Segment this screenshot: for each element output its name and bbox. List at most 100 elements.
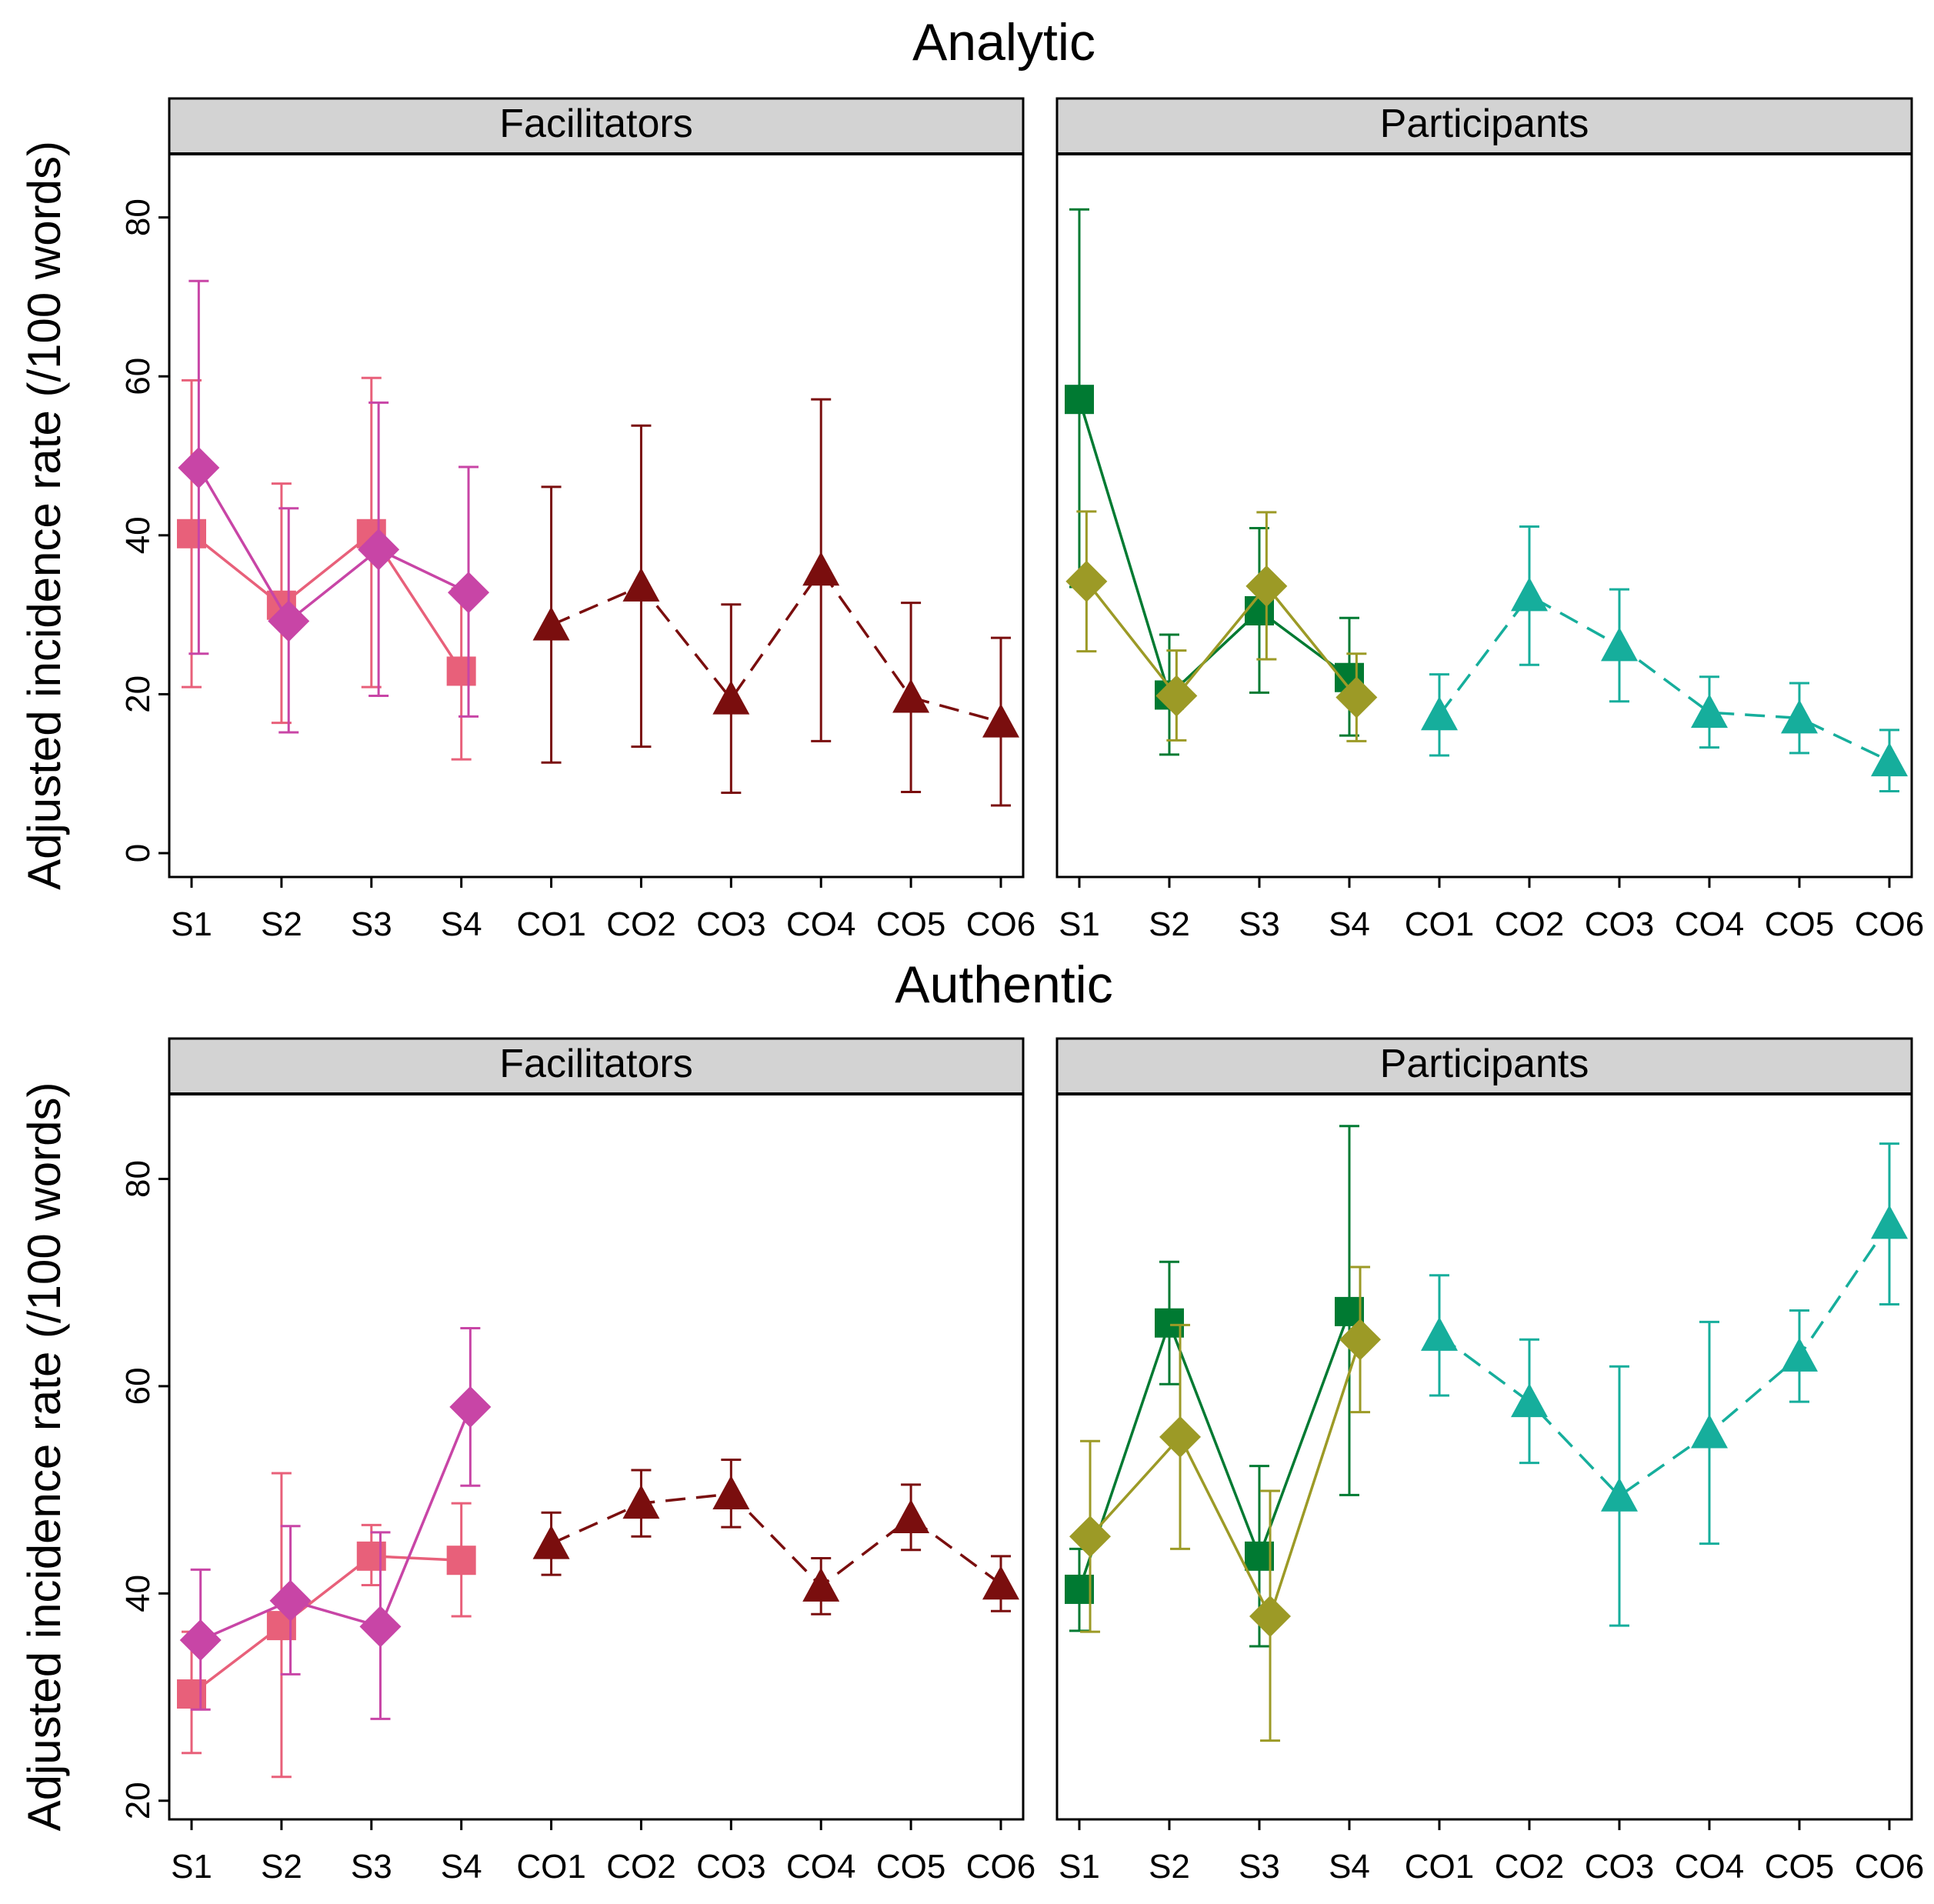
x-tick-label-analytic-participants-s4: S4 bbox=[1329, 905, 1370, 943]
point-analytic-participants-triangles-co6 bbox=[1871, 742, 1908, 777]
point-authentic-participants-triangles-co6 bbox=[1871, 1205, 1908, 1239]
x-tick-label-authentic-participants-co1: CO1 bbox=[1405, 1848, 1474, 1886]
strip-authentic-facilitators bbox=[168, 1037, 1025, 1095]
x-tick-label-analytic-participants-co6: CO6 bbox=[1855, 905, 1924, 943]
y-tick-label-authentic-facilitators-80: 80 bbox=[119, 1160, 157, 1198]
point-authentic-participants-triangles-co2 bbox=[1511, 1383, 1548, 1418]
series-line-authentic-facilitators-squares bbox=[190, 1555, 462, 1696]
point-authentic-facilitators-squares-s1 bbox=[177, 1679, 206, 1709]
y-tick-label-analytic-facilitators-20: 20 bbox=[119, 675, 157, 713]
strip-label-analytic-participants: Participants bbox=[1380, 102, 1589, 146]
x-tick-label-authentic-facilitators-s2: S2 bbox=[261, 1848, 302, 1886]
point-analytic-facilitators-triangles-co2 bbox=[622, 567, 660, 602]
x-tick-label-authentic-facilitators-s4: S4 bbox=[441, 1848, 482, 1886]
point-authentic-facilitators-triangles-co3 bbox=[712, 1475, 750, 1509]
point-analytic-participants-triangles-co5 bbox=[1781, 699, 1818, 734]
panel-authentic-participants bbox=[1055, 1037, 1913, 1830]
strip-authentic-participants bbox=[1055, 1037, 1913, 1095]
point-analytic-facilitators-squares-s4 bbox=[446, 656, 476, 686]
x-tick-label-authentic-facilitators-s1: S1 bbox=[171, 1848, 212, 1886]
point-authentic-facilitators-triangles-co5 bbox=[892, 1499, 930, 1533]
point-authentic-facilitators-triangles-co4 bbox=[802, 1567, 840, 1602]
x-tick-label-analytic-facilitators-co5: CO5 bbox=[876, 905, 945, 943]
row-title-analytic: Analytic bbox=[912, 13, 1095, 72]
x-tick-label-authentic-facilitators-co6: CO6 bbox=[966, 1848, 1035, 1886]
x-tick-label-analytic-facilitators-co6: CO6 bbox=[966, 905, 1035, 943]
point-analytic-facilitators-triangles-co5 bbox=[892, 679, 930, 713]
x-tick-label-authentic-participants-s2: S2 bbox=[1149, 1848, 1190, 1886]
point-authentic-facilitators-diamonds-s3 bbox=[359, 1606, 402, 1648]
point-analytic-facilitators-squares-s1 bbox=[177, 519, 206, 549]
y-tick-label-analytic-facilitators-80: 80 bbox=[119, 198, 157, 236]
point-authentic-participants-diamonds-s4 bbox=[1339, 1319, 1382, 1361]
x-tick-label-analytic-participants-co1: CO1 bbox=[1405, 905, 1474, 943]
series-line-analytic-facilitators-triangles bbox=[550, 568, 1002, 724]
point-authentic-participants-triangles-co3 bbox=[1601, 1477, 1638, 1512]
x-tick-label-authentic-facilitators-co3: CO3 bbox=[696, 1848, 765, 1886]
x-tick-label-authentic-participants-s1: S1 bbox=[1059, 1848, 1100, 1886]
x-tick-label-authentic-facilitators-co2: CO2 bbox=[606, 1848, 675, 1886]
series-analytic-participants-triangles bbox=[1421, 525, 1908, 792]
x-tick-label-analytic-participants-s3: S3 bbox=[1239, 905, 1280, 943]
point-authentic-facilitators-squares-s4 bbox=[446, 1546, 476, 1576]
y-tick-label-analytic-facilitators-0: 0 bbox=[119, 844, 157, 862]
y-tick-label-authentic-facilitators-20: 20 bbox=[119, 1782, 157, 1819]
x-tick-label-authentic-participants-s3: S3 bbox=[1239, 1848, 1280, 1886]
series-authentic-facilitators-triangles bbox=[532, 1459, 1019, 1616]
x-tick-label-analytic-participants-s1: S1 bbox=[1059, 905, 1100, 943]
x-tick-label-authentic-facilitators-co5: CO5 bbox=[876, 1848, 945, 1886]
series-analytic-facilitators-diamonds bbox=[178, 279, 490, 734]
series-analytic-facilitators-triangles bbox=[532, 398, 1019, 807]
x-tick-label-authentic-facilitators-s3: S3 bbox=[351, 1848, 392, 1886]
point-analytic-participants-diamonds-s1 bbox=[1065, 560, 1108, 602]
x-tick-label-authentic-participants-co3: CO3 bbox=[1585, 1848, 1654, 1886]
x-tick-label-analytic-participants-co2: CO2 bbox=[1495, 905, 1564, 943]
x-tick-label-analytic-participants-co3: CO3 bbox=[1585, 905, 1654, 943]
series-line-authentic-participants-squares bbox=[1078, 1311, 1351, 1590]
panel-authentic-facilitators bbox=[158, 1037, 1025, 1830]
x-tick-label-authentic-participants-s4: S4 bbox=[1329, 1848, 1370, 1886]
point-authentic-facilitators-diamonds-s4 bbox=[449, 1385, 492, 1428]
strip-analytic-participants bbox=[1055, 97, 1913, 155]
x-tick-label-analytic-facilitators-co4: CO4 bbox=[786, 905, 855, 943]
point-authentic-participants-diamonds-s1 bbox=[1069, 1516, 1112, 1558]
point-authentic-facilitators-triangles-co6 bbox=[982, 1566, 1019, 1600]
series-line-analytic-participants-triangles bbox=[1438, 594, 1890, 762]
point-analytic-participants-triangles-co1 bbox=[1421, 696, 1458, 731]
point-authentic-facilitators-diamonds-s2 bbox=[269, 1579, 312, 1622]
series-line-authentic-facilitators-diamonds bbox=[199, 1406, 472, 1642]
strip-label-authentic-participants: Participants bbox=[1380, 1042, 1589, 1086]
point-analytic-participants-triangles-co2 bbox=[1511, 577, 1548, 612]
series-authentic-participants-triangles bbox=[1421, 1142, 1908, 1627]
y-tick-label-analytic-facilitators-60: 60 bbox=[119, 358, 157, 395]
x-tick-label-analytic-facilitators-co2: CO2 bbox=[606, 905, 675, 943]
row-title-authentic: Authentic bbox=[895, 955, 1113, 1014]
plot-area-analytic-facilitators bbox=[168, 152, 1025, 879]
point-authentic-participants-diamonds-s2 bbox=[1159, 1415, 1202, 1458]
x-tick-label-analytic-participants-co4: CO4 bbox=[1675, 905, 1744, 943]
series-line-authentic-participants-triangles bbox=[1438, 1222, 1891, 1498]
series-authentic-participants-diamonds bbox=[1069, 1265, 1382, 1742]
point-authentic-participants-diamonds-s3 bbox=[1249, 1595, 1292, 1637]
point-authentic-facilitators-triangles-co1 bbox=[532, 1525, 570, 1559]
point-analytic-participants-triangles-co4 bbox=[1691, 694, 1728, 729]
point-analytic-participants-diamonds-s4 bbox=[1335, 676, 1378, 719]
point-analytic-facilitators-diamonds-s4 bbox=[448, 572, 490, 614]
x-tick-label-analytic-facilitators-s3: S3 bbox=[351, 905, 392, 943]
series-line-analytic-facilitators-squares bbox=[190, 532, 463, 672]
point-analytic-facilitators-triangles-co4 bbox=[802, 552, 840, 586]
x-tick-label-authentic-participants-co6: CO6 bbox=[1855, 1848, 1924, 1886]
strip-label-authentic-facilitators: Facilitators bbox=[499, 1042, 692, 1086]
point-authentic-facilitators-diamonds-s1 bbox=[179, 1619, 222, 1661]
series-analytic-participants-diamonds bbox=[1065, 510, 1378, 742]
x-tick-label-analytic-facilitators-s2: S2 bbox=[261, 905, 302, 943]
x-tick-label-authentic-participants-co4: CO4 bbox=[1675, 1848, 1744, 1886]
point-analytic-participants-triangles-co3 bbox=[1601, 627, 1638, 662]
point-authentic-participants-triangles-co4 bbox=[1691, 1414, 1728, 1449]
y-tick-label-analytic-facilitators-40: 40 bbox=[119, 516, 157, 554]
x-tick-label-authentic-participants-co2: CO2 bbox=[1495, 1848, 1564, 1886]
x-tick-label-analytic-participants-s2: S2 bbox=[1149, 905, 1190, 943]
point-authentic-facilitators-triangles-co2 bbox=[622, 1485, 660, 1519]
x-tick-label-authentic-participants-co5: CO5 bbox=[1765, 1848, 1834, 1886]
